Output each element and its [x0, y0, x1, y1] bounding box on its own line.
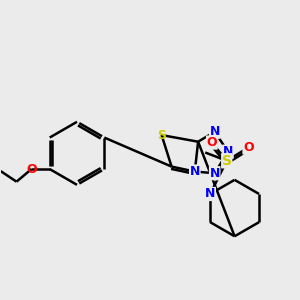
Text: N: N: [190, 165, 200, 178]
Text: O: O: [243, 141, 254, 154]
Text: N: N: [209, 125, 220, 138]
Text: S: S: [222, 154, 232, 168]
Text: O: O: [206, 136, 217, 149]
Text: N: N: [205, 188, 215, 200]
Text: N: N: [223, 145, 233, 158]
Text: S: S: [157, 129, 166, 142]
Text: O: O: [26, 163, 37, 176]
Text: N: N: [209, 167, 220, 180]
